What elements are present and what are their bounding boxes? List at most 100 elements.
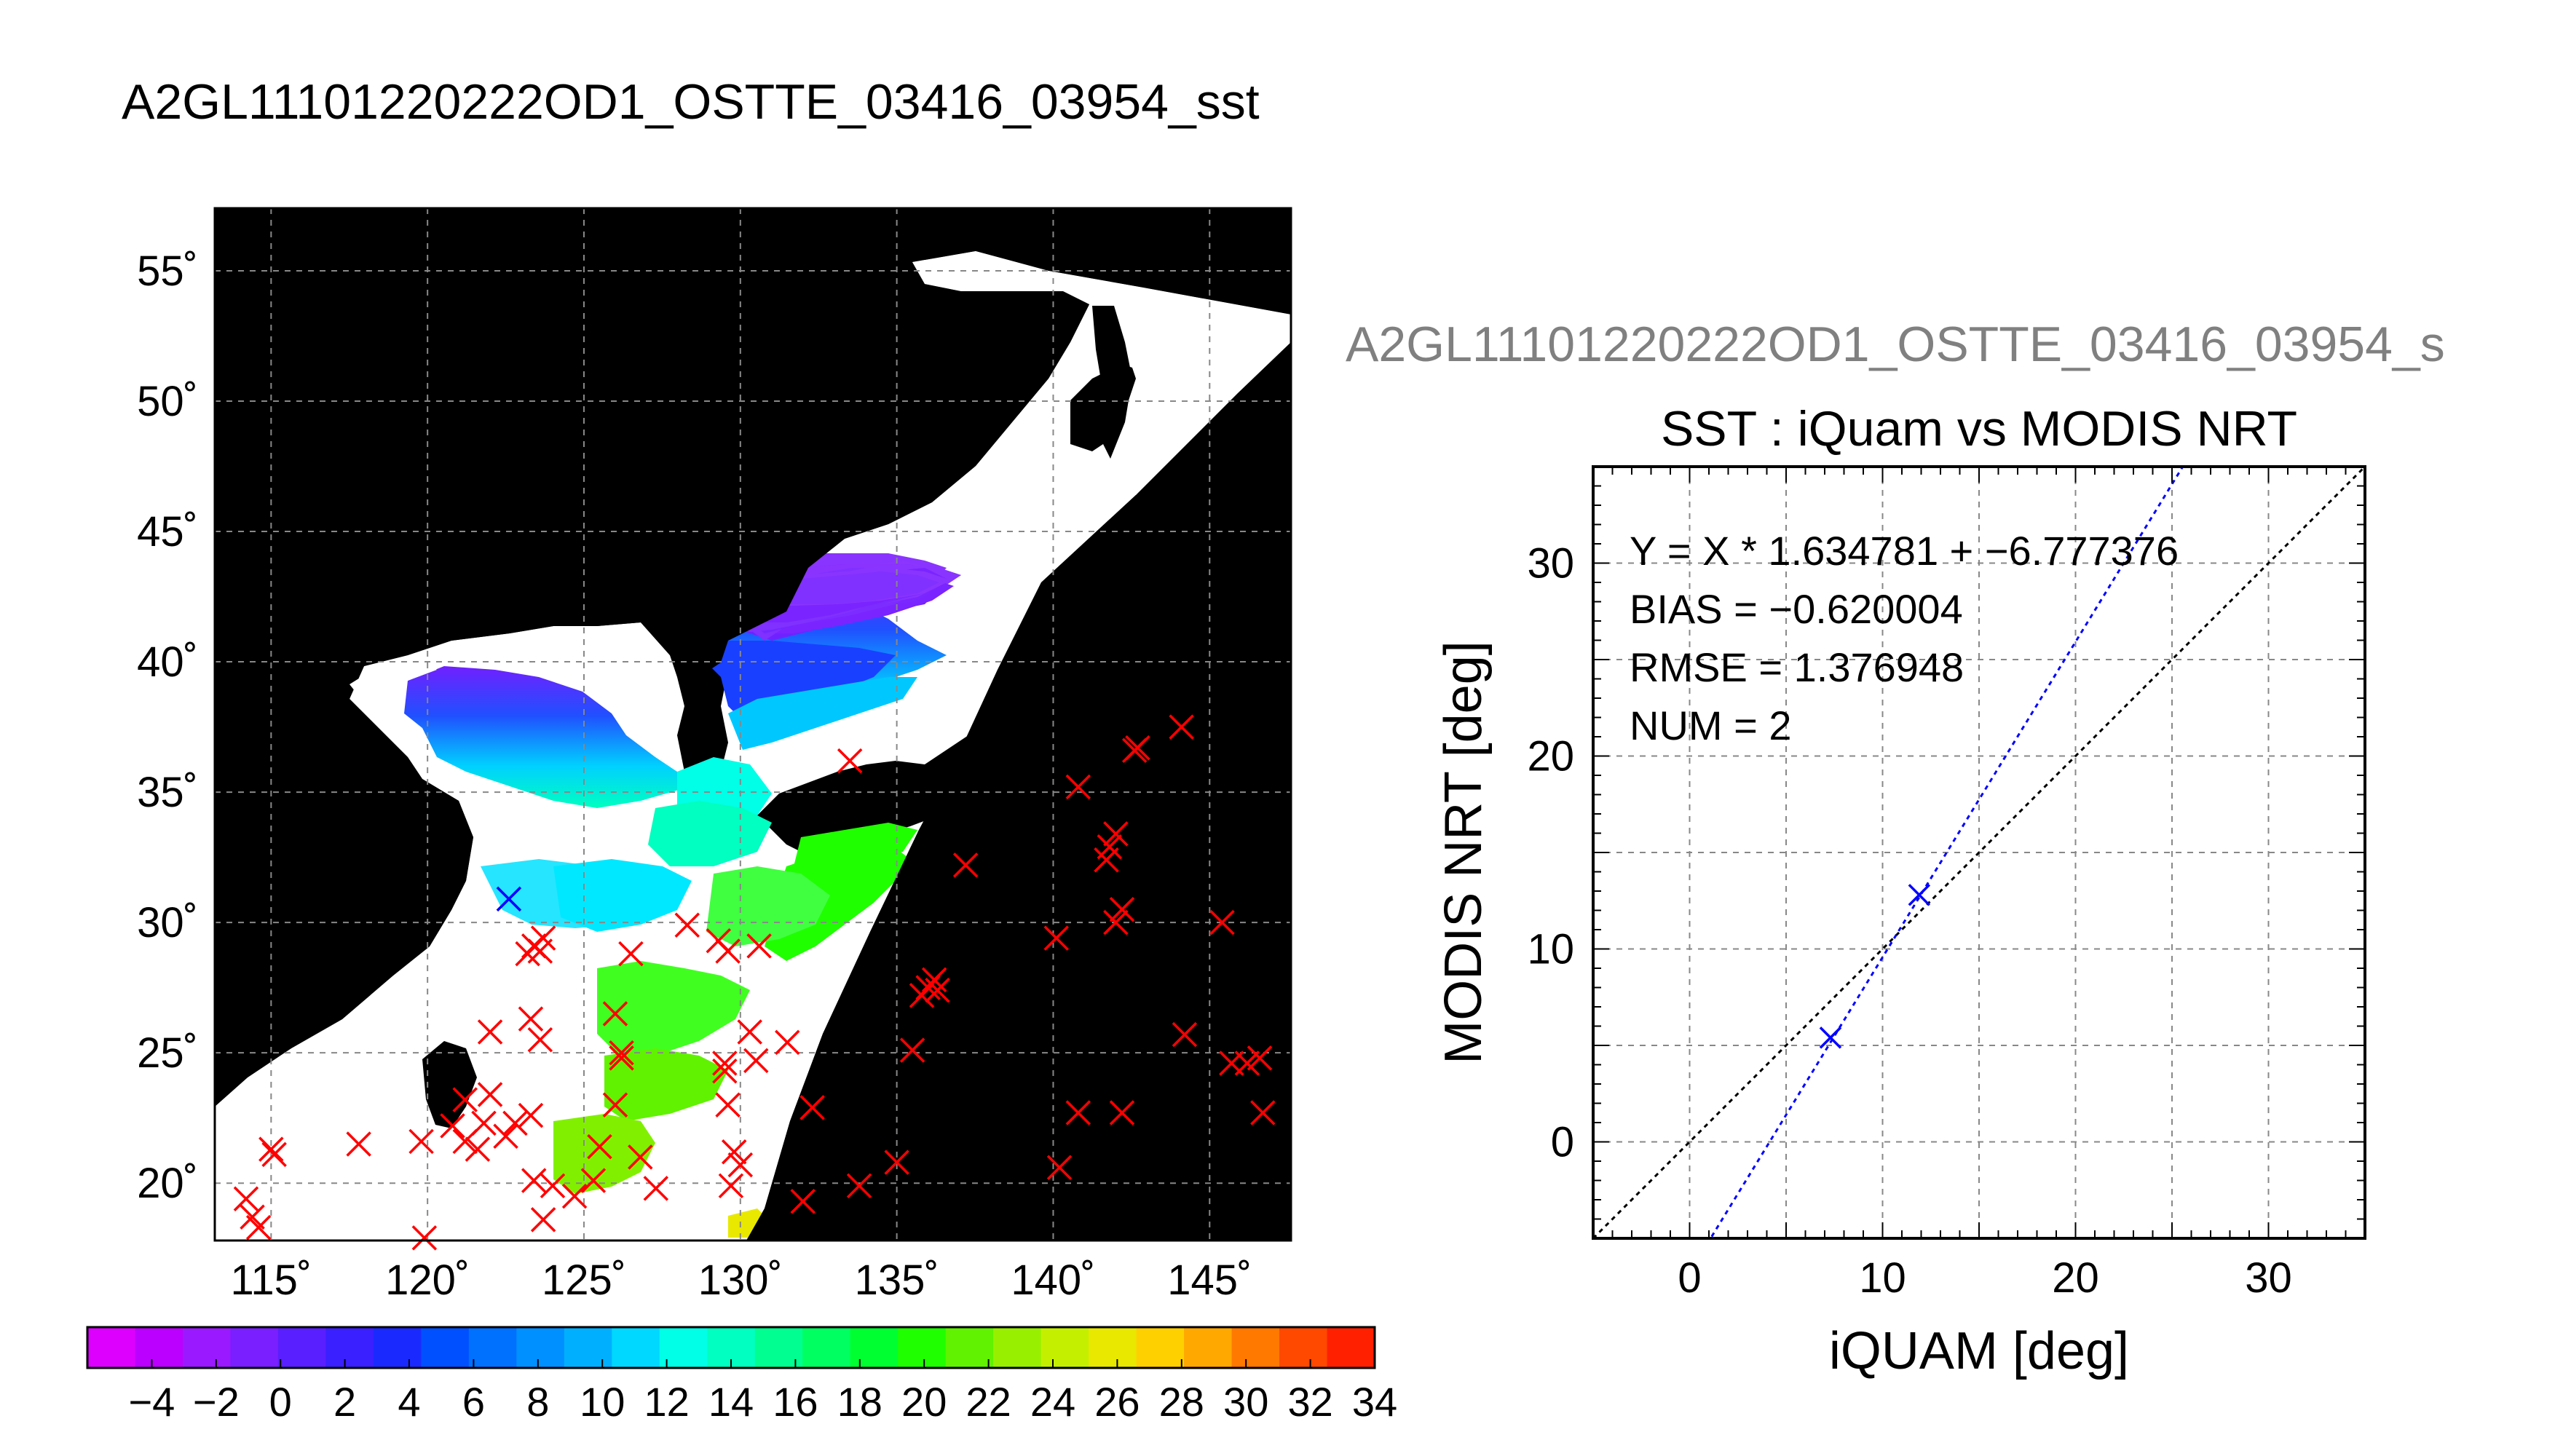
stat-num: NUM = 2: [1630, 703, 1792, 748]
colorbar-label: 6: [462, 1379, 485, 1425]
land-korea: [670, 641, 728, 786]
matchup-marker: [1046, 1155, 1073, 1180]
matchup-marker: [1169, 714, 1194, 740]
colorbar-label: 14: [708, 1379, 754, 1425]
map-matchup-markers: [233, 714, 1276, 1251]
colorbar-swatch: [516, 1327, 565, 1368]
scatter-minor-ticks: [1592, 466, 2366, 1239]
scatter-title: SST : iQuam vs MODIS NRT: [1661, 401, 2297, 456]
colorbar-label: 24: [1030, 1379, 1075, 1425]
matchup-marker: [1172, 1021, 1198, 1048]
swath-bohai-cloud: [350, 659, 437, 703]
matchup-marker: [602, 1001, 628, 1026]
matchup-marker: [618, 941, 644, 967]
matchup-marker: [452, 1087, 478, 1112]
colorbar-label: 16: [773, 1379, 818, 1425]
colorbar-label: 26: [1094, 1379, 1140, 1425]
colorbar-swatch: [1040, 1327, 1089, 1368]
matchup-marker: [737, 1019, 762, 1045]
sst-map: 115˚ 120˚ 125˚ 130˚ 135˚ 140˚ 145˚ 55˚ 50˚ 45˚ 40…: [137, 207, 1292, 1304]
matchup-marker: [609, 1045, 634, 1071]
matchup-marker: [715, 938, 741, 964]
colorbar-label: 32: [1287, 1379, 1332, 1425]
map-x-tick-label: 130˚: [698, 1257, 783, 1304]
sst-green-south-japan: [794, 823, 917, 866]
matchup-marker: [721, 1139, 747, 1165]
land-sakhalin: [1092, 306, 1132, 459]
matchup-marker: [471, 1110, 497, 1136]
colorbar-label: 28: [1159, 1379, 1204, 1425]
matchup-marker: [602, 1092, 628, 1118]
matchup-marker: [1250, 1100, 1276, 1125]
scatter-file-title: A2GL11101220222OD1_OSTTE_03416_03954_s: [1346, 317, 2445, 372]
matchup-marker: [521, 1168, 547, 1193]
matchup-marker: [628, 1144, 653, 1170]
scatter-x-tick-labels: 0 10 20 30: [1678, 1254, 2291, 1302]
colorbar-swatch: [612, 1327, 660, 1368]
colorbar-label: 34: [1352, 1379, 1397, 1425]
sst-colorbar: −4 −2 0 2 4 6 8 10 12 14 16 18 20 22 24 26 28 30 32 34: [86, 1326, 1397, 1425]
matchup-marker: [715, 1092, 741, 1118]
matchup-marker: [718, 1173, 744, 1199]
colorbar-swatch: [850, 1327, 899, 1368]
matchup-marker: [609, 1040, 634, 1066]
colorbar-label: 4: [398, 1379, 420, 1425]
matchup-marker: [1109, 896, 1135, 922]
matchup-marker: [346, 1131, 371, 1157]
matchup-marker: [952, 852, 979, 878]
colorbar-swatch: [421, 1327, 470, 1368]
matchup-marker: [1097, 834, 1123, 860]
sst-cyan-east-china: [553, 859, 692, 932]
matchup-marker: [1247, 1045, 1273, 1071]
scatter-plot: SST : iQuam vs MODIS NRT 0 10 20 30 0 10 20 30…: [1434, 401, 2366, 1380]
matchup-marker: [408, 1128, 434, 1155]
scatter-y-tick-label: 30: [1527, 540, 1574, 587]
colorbar-label: 8: [526, 1379, 549, 1425]
matchup-marker: [1065, 774, 1091, 800]
colorbar-swatch: [1231, 1327, 1280, 1368]
map-y-tick-labels: 55˚ 50˚ 45˚ 40˚ 35˚ 30˚ 25˚ 20˚: [137, 248, 198, 1207]
matchup-marker: [746, 933, 772, 959]
matchup-marker: [899, 1037, 925, 1063]
scatter-xlabel: iQUAM [deg]: [1829, 1322, 2129, 1380]
matchup-marker: [477, 1082, 503, 1107]
map-x-tick-label: 125˚: [542, 1257, 626, 1304]
colorbar-label: 12: [644, 1379, 689, 1425]
matchup-marker: [493, 1123, 518, 1150]
scatter-point: [1819, 1026, 1842, 1049]
matchup-marker: [477, 1019, 503, 1045]
scatter-y-tick-label: 10: [1527, 926, 1574, 973]
matchup-marker: [643, 1176, 669, 1201]
colorbar-swatch: [1136, 1327, 1185, 1368]
map-y-tick-label: 45˚: [137, 508, 198, 555]
colorbar-swatch: [1089, 1327, 1137, 1368]
sst-jp-sea-cyan-south: [728, 677, 917, 750]
colorbar-swatch: [182, 1327, 232, 1368]
sst-green-okinawa: [604, 1048, 728, 1121]
off-swath-east: [746, 342, 1291, 1241]
matchup-marker: [245, 1214, 272, 1241]
colorbar-label: 0: [269, 1379, 292, 1425]
matchup-marker: [465, 1136, 491, 1162]
colorbar-label: 2: [333, 1379, 356, 1425]
matchup-marker: [561, 1183, 588, 1209]
colorbar-label: −4: [128, 1379, 175, 1425]
colorbar-label: −2: [193, 1379, 240, 1425]
colorbar-swatch: [325, 1327, 374, 1368]
colorbar-swatch: [659, 1327, 708, 1368]
matchup-marker: [261, 1142, 287, 1168]
matchup-marker: [1109, 1100, 1135, 1125]
matchup-marker: [1103, 821, 1129, 847]
matchup-marker: [587, 1133, 612, 1160]
map-x-tick-label: 120˚: [385, 1257, 470, 1304]
colorbar-swatch: [993, 1327, 1042, 1368]
identity-line: [1593, 467, 2365, 1238]
fit-line: [1709, 467, 2184, 1238]
matchup-marker-selected: [496, 886, 522, 912]
colorbar-swatch: [802, 1327, 851, 1368]
colorbar-swatches: [87, 1327, 1375, 1368]
matchup-marker: [884, 1150, 909, 1175]
colorbar-label: 20: [901, 1379, 947, 1425]
matchup-marker: [411, 1225, 438, 1251]
map-y-tick-label: 40˚: [137, 638, 198, 686]
